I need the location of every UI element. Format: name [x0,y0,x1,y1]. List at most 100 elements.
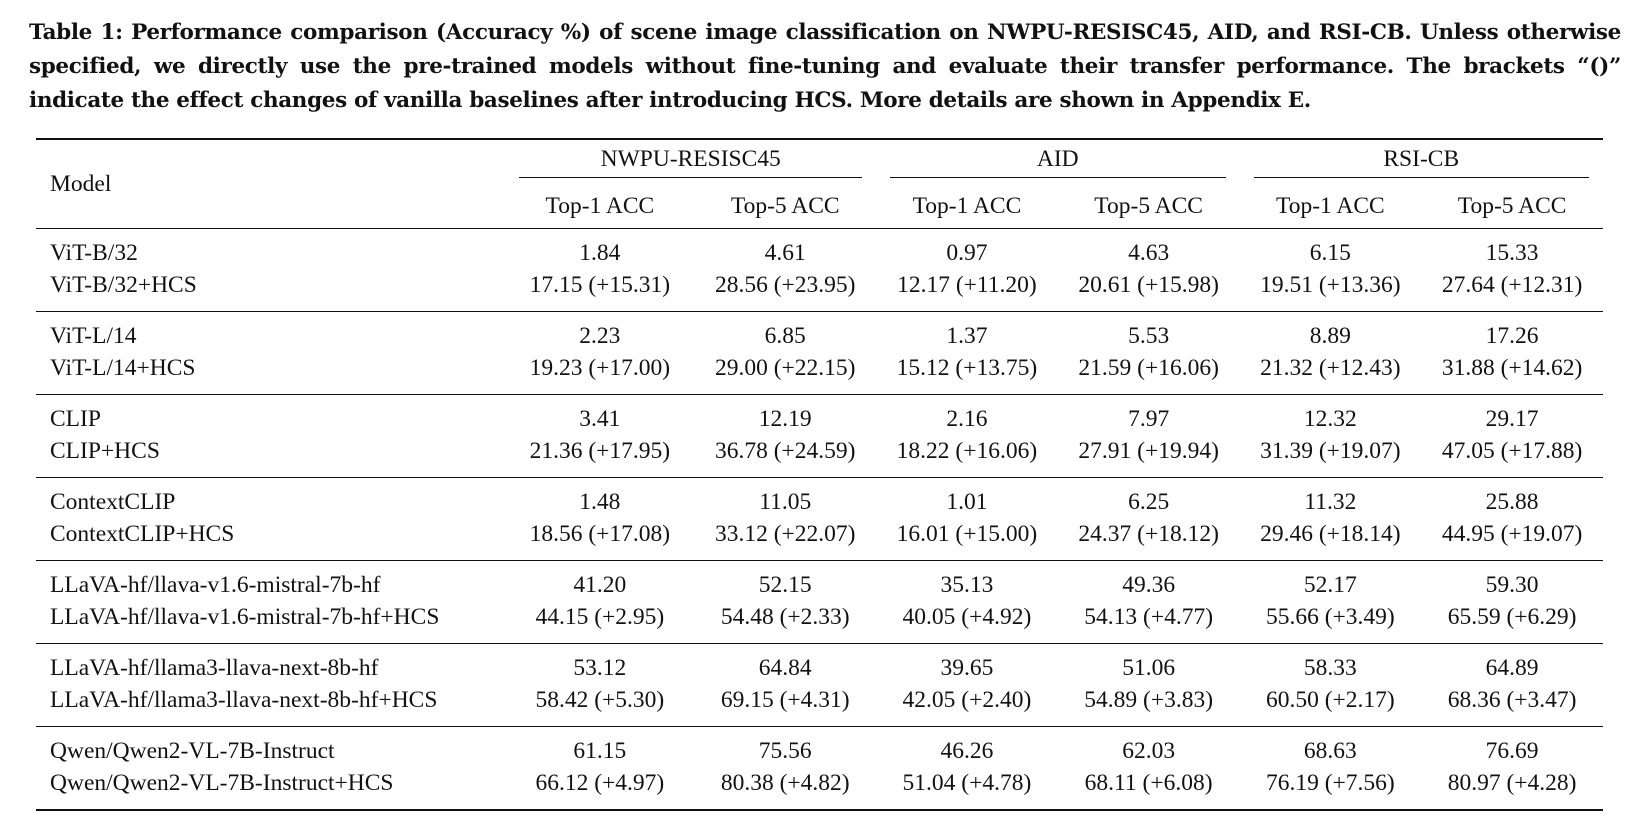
table-row: ViT-L/14+HCS 19.23 (+17.00) 29.00 (+22.15)… [36,352,1603,395]
accuracy-cell: 51.06 [1122,654,1176,681]
accuracy-cell: 35.13 [940,571,994,598]
accuracy-cell: 61.15 [573,737,627,764]
accuracy-cell: 68.36 (+3.47) [1447,686,1577,713]
model-name-cell: Qwen/Qwen2-VL-7B-Instruct+HCS [50,769,394,796]
table-row: LLaVA-hf/llama3-llava-next-8b-hf+HCS 58.4… [36,684,1603,727]
accuracy-cell: 31.88 (+14.62) [1441,354,1583,381]
accuracy-cell: 5.53 [1128,322,1170,349]
accuracy-cell: 51.04 (+4.78) [902,769,1032,796]
accuracy-cell: 52.15 [758,571,812,598]
accuracy-cell: 65.59 (+6.29) [1447,603,1577,630]
accuracy-cell: 4.61 [764,239,806,266]
table-row: ContextCLIP+HCS 18.56 (+17.08) 33.12 (+22.… [36,518,1603,561]
accuracy-cell: 20.61 (+15.98) [1078,271,1219,298]
model-name-cell: CLIP+HCS [50,437,160,464]
table-row: LLaVA-hf/llama3-llava-next-8b-hf 53.12 64.… [36,643,1603,685]
accuracy-cell: 29.46 (+18.14) [1260,520,1401,547]
metric-header: Top-1 ACC [912,192,1022,219]
accuracy-cell: 12.32 [1303,405,1357,432]
accuracy-cell: 17.26 [1485,322,1539,349]
accuracy-cell: 27.64 (+12.31) [1441,271,1583,298]
model-name-cell: LLaVA-hf/llama3-llava-next-8b-hf+HCS [50,686,438,713]
accuracy-cell: 7.97 [1128,405,1170,432]
accuracy-cell: 47.05 (+17.88) [1441,437,1583,464]
accuracy-cell: 21.32 (+12.43) [1260,354,1401,381]
accuracy-cell: 59.30 [1485,571,1539,598]
accuracy-cell: 19.23 (+17.00) [529,354,671,381]
accuracy-cell: 15.12 (+13.75) [896,354,1038,381]
accuracy-cell: 27.91 (+19.94) [1078,437,1219,464]
model-name-cell: LLaVA-hf/llava-v1.6-mistral-7b-hf+HCS [50,603,440,630]
model-name-cell: Qwen/Qwen2-VL-7B-Instruct [50,737,335,764]
table-row: LLaVA-hf/llava-v1.6-mistral-7b-hf+HCS 44.… [36,601,1603,644]
dataset-header-aid: AID [876,139,1239,184]
accuracy-cell: 12.19 [758,405,812,432]
accuracy-cell: 36.78 (+24.59) [714,437,856,464]
accuracy-cell: 80.38 (+4.82) [720,769,850,796]
model-name-cell: LLaVA-hf/llava-v1.6-mistral-7b-hf [50,571,381,598]
accuracy-cell: 11.32 [1304,488,1357,515]
accuracy-cell: 24.37 (+18.12) [1078,520,1219,547]
accuracy-cell: 55.66 (+3.49) [1265,603,1395,630]
accuracy-cell: 60.50 (+2.17) [1265,686,1395,713]
accuracy-cell: 40.05 (+4.92) [902,603,1032,630]
accuracy-cell: 58.42 (+5.30) [535,686,665,713]
accuracy-cell: 54.48 (+2.33) [720,603,850,630]
accuracy-cell: 64.89 [1485,654,1539,681]
model-name-cell: CLIP [50,405,101,432]
accuracy-cell: 54.13 (+4.77) [1084,603,1214,630]
accuracy-cell: 6.85 [764,322,806,349]
model-column-header: Model [50,170,112,197]
accuracy-cell: 11.05 [759,488,812,515]
table-row: ViT-L/14 2.23 6.85 1.37 5.53 8.89 17.26 [36,311,1603,353]
accuracy-cell: 8.89 [1309,322,1351,349]
dataset-header-nwpu: NWPU-RESISC45 [505,139,876,184]
table-row: ViT-B/32+HCS 17.15 (+15.31) 28.56 (+23.95)… [36,269,1603,312]
accuracy-cell: 1.37 [946,322,988,349]
model-name-cell: ViT-L/14+HCS [50,354,196,381]
table-row: ContextCLIP 1.48 11.05 1.01 6.25 11.32 25.88 [36,477,1603,519]
accuracy-cell: 69.15 (+4.31) [720,686,850,713]
accuracy-cell: 42.05 (+2.40) [902,686,1032,713]
accuracy-cell: 44.15 (+2.95) [535,603,665,630]
accuracy-cell: 75.56 [758,737,812,764]
table-caption: Table 1: Performance comparison (Accurac… [29,20,1621,113]
metric-header: Top-5 ACC [1457,192,1567,219]
accuracy-cell: 25.88 [1485,488,1539,515]
accuracy-cell: 1.01 [946,488,988,515]
accuracy-cell: 46.26 [940,737,994,764]
accuracy-cell: 76.69 [1485,737,1539,764]
accuracy-cell: 49.36 [1122,571,1176,598]
accuracy-cell: 1.48 [579,488,621,515]
dataset-header-label: NWPU-RESISC45 [519,146,863,178]
accuracy-cell: 18.22 (+16.06) [896,437,1038,464]
accuracy-cell: 6.25 [1128,488,1170,515]
accuracy-cell: 18.56 (+17.08) [529,520,671,547]
dataset-header-label: RSI-CB [1253,146,1589,178]
accuracy-cell: 80.97 (+4.28) [1447,769,1577,796]
metric-header: Top-5 ACC [730,192,840,219]
table-body: ViT-B/32 1.84 4.61 0.97 4.63 6.15 15.33 ViT-B/3… [36,228,1603,810]
accuracy-cell: 3.41 [579,405,621,432]
accuracy-cell: 64.84 [758,654,812,681]
accuracy-cell: 28.56 (+23.95) [714,271,856,298]
table-row: CLIP+HCS 21.36 (+17.95) 36.78 (+24.59) 18.2… [36,435,1603,478]
accuracy-cell: 19.51 (+13.36) [1260,271,1401,298]
dataset-header-rsicb: RSI-CB [1240,139,1604,184]
accuracy-cell: 0.97 [946,239,988,266]
accuracy-cell: 29.17 [1485,405,1539,432]
accuracy-cell: 29.00 (+22.15) [714,354,856,381]
accuracy-cell: 16.01 (+15.00) [896,520,1038,547]
accuracy-cell: 15.33 [1485,239,1539,266]
accuracy-cell: 33.12 (+22.07) [714,520,856,547]
accuracy-cell: 2.23 [579,322,621,349]
results-table: Model NWPU-RESISC45 AID RSI-CB Top-1 ACC… [36,138,1603,811]
metric-header: Top-1 ACC [545,192,655,219]
accuracy-cell: 44.95 (+19.07) [1441,520,1583,547]
dataset-header-label: AID [890,146,1226,178]
model-name-cell: ContextCLIP [50,488,176,515]
accuracy-cell: 21.59 (+16.06) [1078,354,1219,381]
accuracy-cell: 68.63 [1303,737,1357,764]
accuracy-cell: 68.11 (+6.08) [1084,769,1213,796]
model-name-cell: ViT-B/32+HCS [50,271,197,298]
